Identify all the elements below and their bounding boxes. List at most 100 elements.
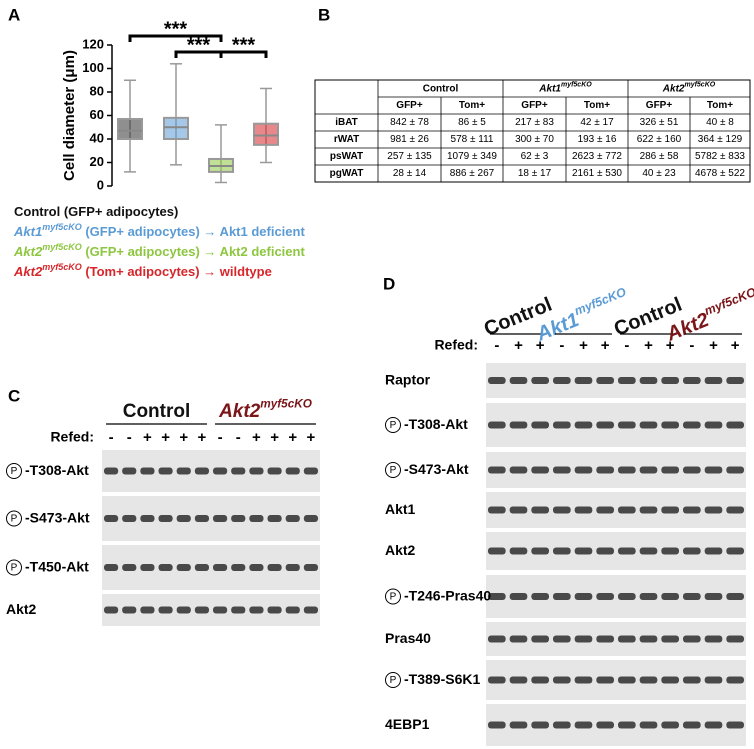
blot-band bbox=[726, 635, 744, 643]
blot-row-text: -T308-Akt bbox=[25, 462, 89, 478]
y-tick-label: 40 bbox=[90, 130, 104, 145]
blot-band bbox=[509, 547, 528, 555]
blot-band bbox=[122, 515, 137, 522]
refed-sign: + bbox=[666, 337, 675, 354]
blot-row-label: -T389-S6K1 bbox=[404, 671, 480, 687]
blot-row-text: Akt2 bbox=[6, 601, 37, 617]
blot-band bbox=[596, 421, 614, 429]
blot-strip bbox=[102, 496, 320, 541]
refed-sign: + bbox=[601, 337, 610, 354]
blot-band bbox=[249, 467, 264, 475]
table-cell: 40 ± 23 bbox=[642, 168, 676, 179]
phospho-symbol: P bbox=[390, 675, 397, 686]
blot-band bbox=[140, 606, 155, 614]
blot-band bbox=[249, 606, 264, 614]
blot-band bbox=[618, 421, 636, 429]
blot-band bbox=[596, 593, 614, 600]
blot-group-header: Akt2myf5cKO bbox=[218, 398, 312, 423]
blot-row-label: Pras40 bbox=[385, 630, 431, 646]
blot-strip bbox=[486, 363, 746, 398]
refed-sign: + bbox=[536, 337, 545, 354]
blot-band bbox=[704, 377, 723, 384]
table-cell: 86 ± 5 bbox=[458, 117, 486, 128]
table-subheader: GFP+ bbox=[646, 100, 673, 111]
blot-band bbox=[683, 506, 701, 514]
blot-band bbox=[683, 593, 701, 600]
blot-band bbox=[158, 606, 173, 614]
refed-sign: - bbox=[236, 429, 241, 446]
blot-band bbox=[531, 593, 549, 600]
phospho-symbol: P bbox=[11, 514, 18, 525]
panel-label: C bbox=[8, 386, 20, 405]
blot-band bbox=[574, 466, 593, 474]
blot-band bbox=[661, 676, 679, 684]
y-tick-label: 80 bbox=[90, 83, 104, 98]
box bbox=[117, 118, 143, 141]
blot-band bbox=[639, 421, 658, 429]
blot-band bbox=[704, 421, 723, 429]
refed-sign: + bbox=[514, 337, 523, 354]
phospho-circle bbox=[385, 417, 401, 433]
table-group-header: Akt1myf5cKO bbox=[538, 81, 592, 94]
table-cell: 622 ± 160 bbox=[637, 134, 682, 145]
significance-bracket bbox=[128, 34, 223, 42]
table-cell: 300 ± 70 bbox=[515, 134, 554, 145]
blot-band bbox=[574, 421, 593, 429]
table-cell: 193 ± 16 bbox=[578, 134, 617, 145]
table-cell: 42 ± 17 bbox=[580, 117, 614, 128]
blot-band bbox=[158, 515, 173, 522]
blot-row-text: -T246-Pras40 bbox=[404, 587, 491, 603]
blot-band bbox=[574, 635, 593, 643]
blot-band bbox=[104, 606, 119, 614]
blot-band bbox=[574, 547, 593, 555]
legend-gene: Akt2 bbox=[13, 244, 43, 259]
refed-sign: + bbox=[288, 429, 297, 446]
blot-band bbox=[231, 606, 246, 614]
blot-band bbox=[285, 467, 300, 475]
refed-sign: + bbox=[307, 429, 316, 446]
table-row-header: iBAT bbox=[335, 117, 358, 128]
table-cell: 18 ± 17 bbox=[518, 168, 552, 179]
blot-band bbox=[303, 564, 318, 571]
blot-row-text: -T389-S6K1 bbox=[404, 671, 480, 687]
blot-band bbox=[618, 506, 636, 514]
blot-row-text: Akt2 bbox=[385, 542, 416, 558]
blot-band bbox=[488, 635, 506, 643]
blot-group-header: Control bbox=[123, 401, 191, 422]
legend-text: (GFP+ adipocytes) → Akt1 deficient bbox=[82, 224, 306, 239]
blot-row-text: -S473-Akt bbox=[25, 509, 90, 525]
blot-band bbox=[509, 466, 528, 474]
blot-band bbox=[661, 593, 679, 600]
blot-band bbox=[726, 506, 744, 514]
blot-band bbox=[509, 506, 528, 514]
blot-band bbox=[661, 377, 679, 384]
table-row-header: psWAT bbox=[330, 151, 363, 162]
blot-band bbox=[509, 593, 528, 600]
blot-band bbox=[553, 593, 571, 600]
blot-band bbox=[661, 547, 679, 555]
blot-band bbox=[531, 421, 549, 429]
significance-label: *** bbox=[164, 18, 188, 40]
blot-band bbox=[639, 377, 658, 384]
table-subheader: Tom+ bbox=[584, 100, 610, 111]
blot-row-text: -S473-Akt bbox=[404, 461, 469, 477]
blot-band bbox=[704, 721, 723, 729]
blot-band bbox=[285, 515, 300, 522]
blot-row-text: Raptor bbox=[385, 371, 431, 387]
blot-row-text: Akt1 bbox=[385, 501, 416, 517]
blot-row-label: -T450-Akt bbox=[25, 558, 89, 574]
table-cell: 326 ± 51 bbox=[640, 117, 679, 128]
blot-band bbox=[176, 564, 191, 571]
blot-band bbox=[704, 547, 723, 555]
refed-label: Refed: bbox=[434, 337, 478, 353]
blot-band bbox=[488, 506, 506, 514]
blot-band bbox=[661, 506, 679, 514]
y-tick-label: 120 bbox=[82, 36, 104, 51]
blot-row-text: Pras40 bbox=[385, 630, 431, 646]
refed-sign: + bbox=[198, 429, 207, 446]
table-gene: Akt2 bbox=[662, 83, 685, 94]
table-group-header: Akt2myf5cKO bbox=[662, 81, 716, 94]
blot-band bbox=[574, 377, 593, 384]
blot-band bbox=[574, 506, 593, 514]
